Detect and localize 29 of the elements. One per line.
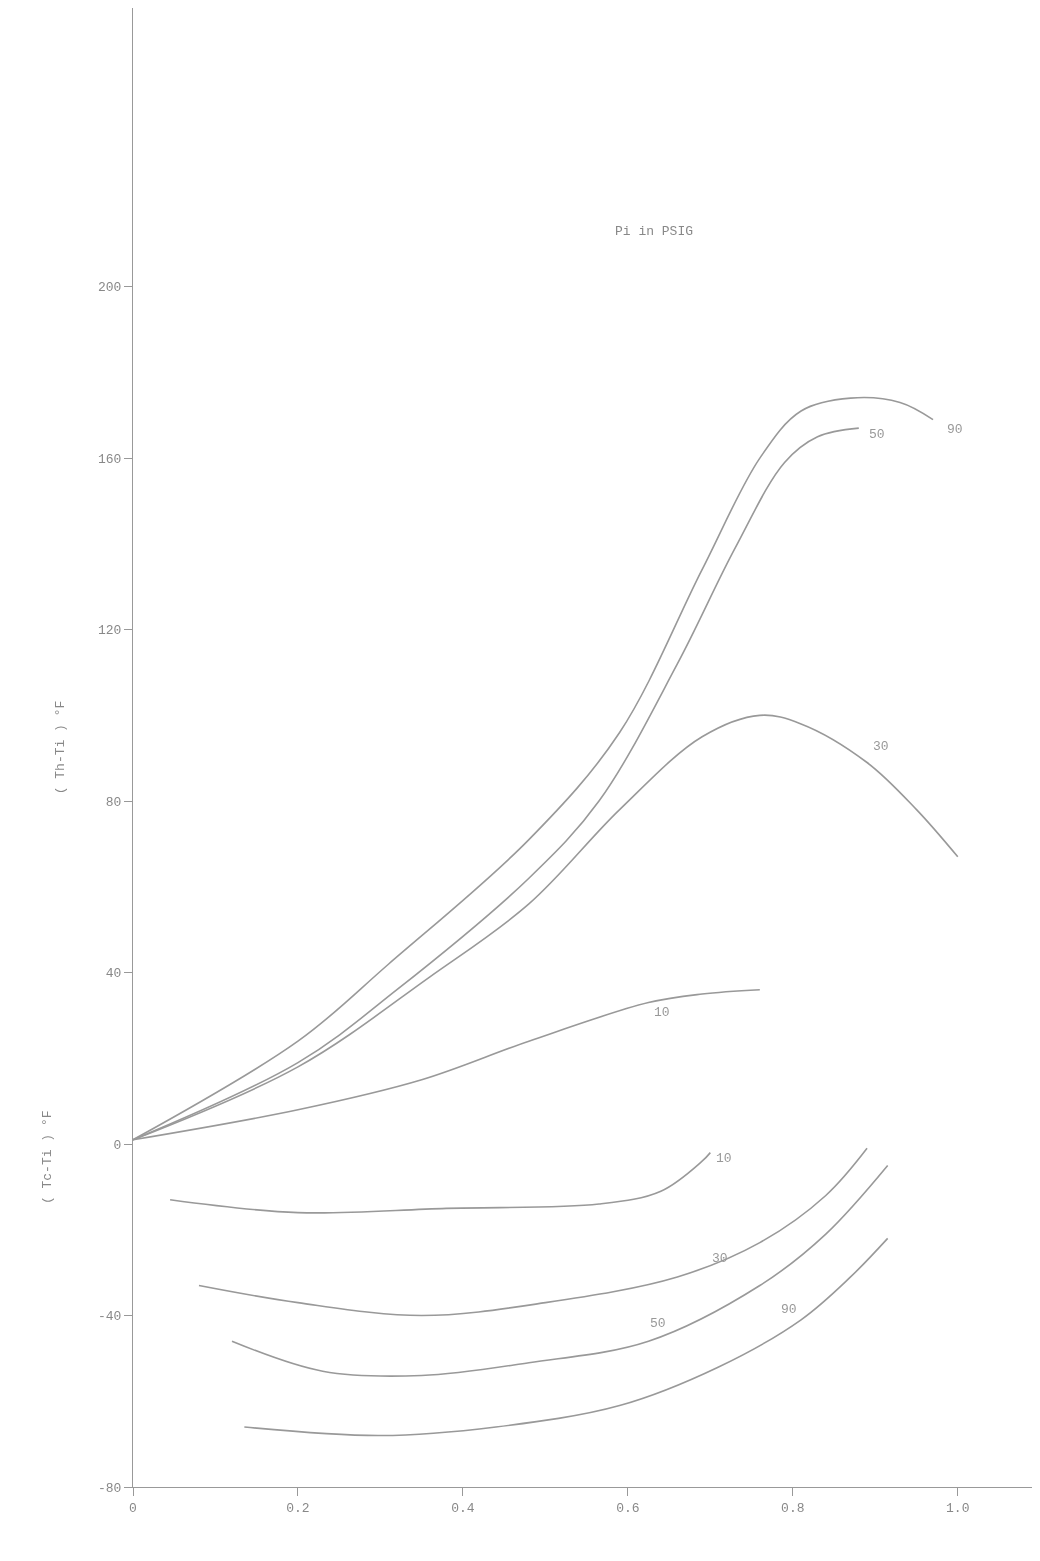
line-series (231, 1164, 889, 1378)
y-tick-label: -80 (97, 1480, 122, 1496)
text: ( Tc-Ti ) °F (40, 1110, 56, 1205)
x-tick-label: 0.2 (286, 1500, 310, 1516)
annotation: Pi in PSIG (615, 224, 694, 239)
series-label: 30 (712, 1251, 728, 1266)
series-label: 10 (654, 1005, 670, 1020)
series-label: 50 (650, 1316, 666, 1331)
line-series (198, 1147, 868, 1317)
y-tick-label: 120 (97, 623, 122, 639)
series-label: 90 (781, 1302, 797, 1317)
y-tick-label: 80 (105, 794, 122, 810)
y-axis-title: ( Th-Ti ) °F (52, 700, 68, 795)
series-label: 10 (716, 1151, 732, 1166)
series-label: 90 (947, 422, 963, 437)
x-tick-label: 1.0 (946, 1500, 970, 1516)
series-label: 50 (869, 427, 885, 442)
y-tick-label: 40 (105, 966, 122, 982)
x-tick-label: 0.8 (781, 1500, 805, 1516)
x-tick-label: 0.6 (616, 1500, 640, 1516)
x-tick-label: 0 (129, 1500, 137, 1516)
line-series (243, 1237, 889, 1437)
line-series (169, 1151, 712, 1214)
y-tick-label: 160 (97, 451, 122, 467)
y-tick-label: -40 (97, 1309, 122, 1325)
y-tick-label: 0 (113, 1137, 122, 1153)
series-label: 30 (873, 739, 889, 754)
x-tick-label: 0.4 (451, 1500, 475, 1516)
y-tick-label: 200 (97, 280, 122, 296)
